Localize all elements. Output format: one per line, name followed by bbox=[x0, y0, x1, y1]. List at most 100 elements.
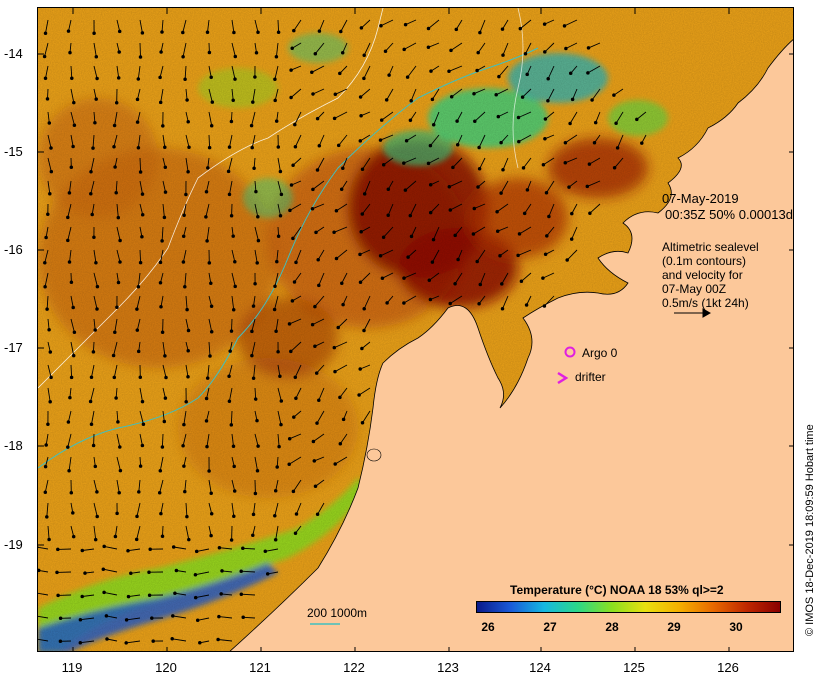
velocity-arrow bbox=[318, 272, 325, 286]
velocity-arrow bbox=[38, 615, 49, 619]
velocity-arrowhead bbox=[521, 166, 526, 170]
velocity-arrowhead bbox=[229, 329, 234, 333]
velocity-arrow bbox=[38, 592, 49, 596]
velocity-arrow bbox=[231, 502, 235, 517]
velocity-arrowhead bbox=[384, 98, 389, 102]
velocity-arrowhead bbox=[362, 328, 366, 333]
velocity-arrowhead bbox=[362, 76, 366, 81]
velocity-arrow bbox=[361, 203, 371, 215]
velocity-arrow bbox=[254, 226, 259, 241]
velocity-arrow bbox=[290, 341, 302, 352]
velocity-arrowhead bbox=[542, 304, 547, 308]
velocity-arrow bbox=[116, 410, 119, 422]
velocity-arrowhead bbox=[426, 161, 431, 166]
velocity-arrow bbox=[360, 272, 371, 283]
velocity-arrowhead bbox=[45, 97, 50, 101]
velocity-arrow bbox=[91, 203, 95, 215]
velocity-arrowhead bbox=[315, 421, 319, 425]
altimetry-note-line: and velocity for bbox=[662, 268, 743, 282]
velocity-arrowhead bbox=[193, 595, 198, 600]
velocity-arrow bbox=[313, 433, 325, 442]
velocity-arrowhead bbox=[239, 569, 243, 573]
velocity-arrow bbox=[274, 88, 279, 101]
velocity-arrowhead bbox=[102, 590, 106, 595]
velocity-arrowhead bbox=[273, 488, 278, 493]
velocity-arrowhead bbox=[516, 115, 521, 120]
velocity-arrow bbox=[617, 134, 624, 149]
velocity-arrowhead bbox=[56, 593, 60, 598]
velocity-arrowhead bbox=[158, 75, 162, 80]
velocity-arrowhead bbox=[402, 161, 406, 165]
velocity-arrow bbox=[428, 19, 440, 29]
colorbar-tick: 26 bbox=[481, 620, 495, 634]
velocity-arrowhead bbox=[158, 100, 163, 105]
velocity-arrowhead bbox=[253, 491, 258, 496]
velocity-arrowhead bbox=[291, 489, 296, 494]
velocity-arrow bbox=[498, 111, 509, 118]
velocity-arrow bbox=[295, 387, 302, 399]
velocity-arrow bbox=[521, 272, 532, 282]
velocity-arrow bbox=[116, 19, 121, 32]
velocity-arrowhead bbox=[204, 419, 209, 423]
colorbar bbox=[476, 601, 781, 613]
velocity-arrowhead bbox=[233, 54, 238, 59]
velocity-arrow bbox=[207, 19, 210, 33]
velocity-arrowhead bbox=[276, 145, 281, 149]
x-tick-label: 122 bbox=[343, 660, 365, 675]
velocity-arrowhead bbox=[182, 213, 186, 218]
velocity-arrow bbox=[274, 295, 279, 310]
velocity-arrowhead bbox=[227, 145, 232, 149]
velocity-arrowhead bbox=[137, 490, 141, 494]
velocity-arrowhead bbox=[69, 280, 74, 284]
velocity-arrow bbox=[137, 272, 141, 287]
velocity-arrow bbox=[546, 226, 555, 237]
velocity-arrowhead bbox=[275, 465, 279, 469]
velocity-arrow bbox=[383, 157, 394, 166]
velocity-arrow bbox=[293, 19, 302, 31]
velocity-arrowhead bbox=[256, 215, 260, 219]
velocity-arrow bbox=[547, 88, 555, 102]
velocity-arrow bbox=[277, 433, 280, 447]
velocity-arrowhead bbox=[311, 92, 315, 96]
velocity-arrow bbox=[228, 157, 233, 172]
velocity-arrowhead bbox=[252, 166, 256, 171]
velocity-arrow bbox=[382, 272, 394, 279]
velocity-arrowhead bbox=[408, 213, 413, 218]
velocity-arrow bbox=[70, 318, 75, 333]
velocity-arrowhead bbox=[519, 279, 524, 284]
velocity-arrowhead bbox=[563, 141, 568, 145]
velocity-arrowhead bbox=[387, 73, 391, 77]
velocity-arrowhead bbox=[477, 145, 481, 150]
velocity-arrow bbox=[47, 134, 52, 149]
velocity-arrowhead bbox=[207, 145, 212, 150]
velocity-arrowhead bbox=[274, 119, 279, 123]
velocity-arrow bbox=[45, 433, 49, 446]
velocity-arrowhead bbox=[453, 233, 457, 238]
velocity-arrow bbox=[312, 88, 325, 95]
velocity-arrowhead bbox=[317, 283, 321, 288]
velocity-arrow bbox=[159, 456, 164, 471]
velocity-arrow bbox=[69, 249, 72, 263]
velocity-arrowhead bbox=[455, 142, 460, 147]
velocity-arrow bbox=[296, 502, 302, 515]
altimetry-note-line: (0.1m contours) bbox=[662, 254, 747, 268]
velocity-arrowhead bbox=[219, 592, 223, 596]
velocity-arrow bbox=[80, 617, 95, 621]
velocity-arrowhead bbox=[206, 166, 210, 170]
y-tick-label: -16 bbox=[4, 242, 23, 257]
velocity-arrow bbox=[231, 249, 236, 262]
velocity-arrowhead bbox=[46, 422, 50, 427]
velocity-arrow bbox=[314, 42, 325, 54]
velocity-arrow bbox=[342, 42, 348, 53]
velocity-arrowhead bbox=[313, 484, 318, 488]
velocity-arrowhead bbox=[279, 422, 283, 427]
velocity-arrowhead bbox=[140, 192, 145, 196]
velocity-arrowhead bbox=[427, 278, 432, 283]
velocity-arrow bbox=[116, 249, 121, 263]
velocity-arrowhead bbox=[231, 307, 236, 312]
velocity-arrowhead bbox=[501, 168, 505, 172]
velocity-arrowhead bbox=[500, 282, 504, 286]
velocity-arrow bbox=[185, 502, 188, 517]
credit-label: © IMOS 18-Dec-2019 18:09:59 Hobart time bbox=[804, 424, 816, 636]
velocity-arrow bbox=[360, 134, 371, 142]
